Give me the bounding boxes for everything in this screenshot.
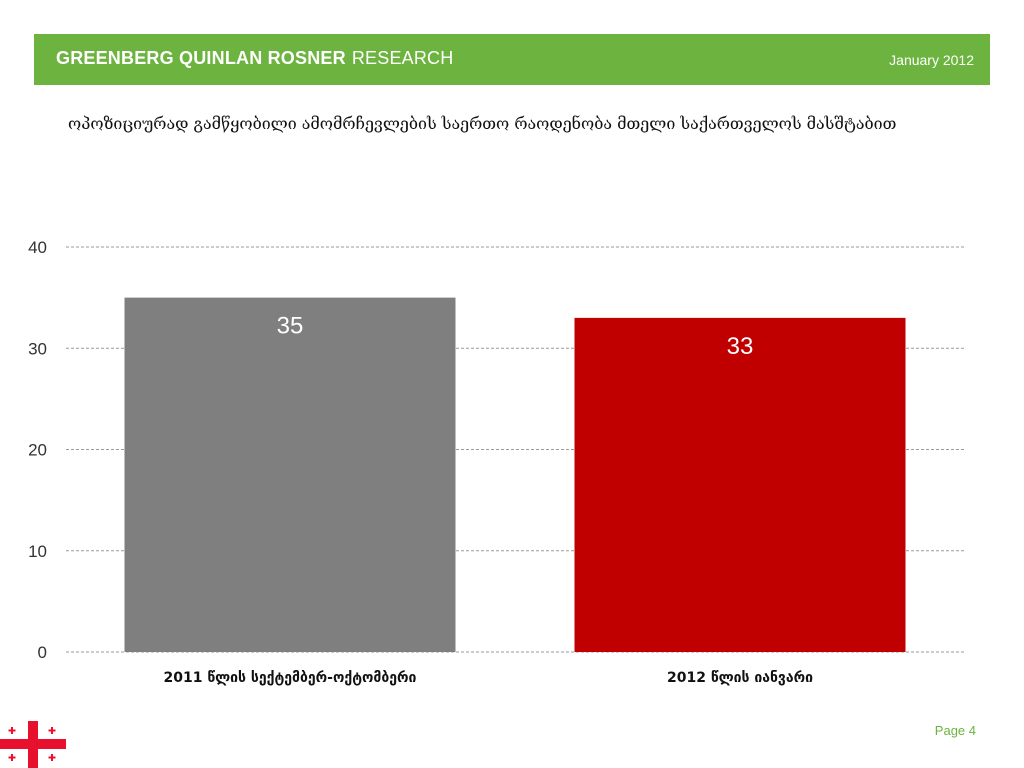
report-date: January 2012	[889, 52, 974, 68]
slide-title: ოპოზიციურად გამწყობილი ამომრჩევლების საე…	[68, 114, 897, 133]
georgian-flag-icon	[0, 721, 66, 768]
brand-logo: GREENBERG QUINLAN ROSNER RESEARCH	[56, 48, 453, 69]
brand-name: GREENBERG QUINLAN ROSNER	[56, 48, 346, 68]
bar	[124, 297, 456, 652]
x-tick-label: 2011 წლის სექტემბერ-ოქტომბერი	[164, 670, 417, 686]
y-tick-label: 0	[38, 643, 47, 662]
y-tick-label: 30	[28, 339, 47, 358]
data-label: 33	[727, 333, 754, 360]
brand-suffix: RESEARCH	[351, 48, 454, 68]
y-tick-label: 20	[28, 441, 47, 460]
bar	[574, 317, 906, 652]
header-bar: GREENBERG QUINLAN ROSNER RESEARCH January…	[34, 34, 990, 85]
y-tick-label: 10	[28, 542, 47, 561]
page-number: Page 4	[934, 723, 976, 738]
bar-chart: 0 10 20 30 40 35 2011 წლის სექტემბერ-ოქტომბერი…	[28, 238, 966, 686]
data-label: 35	[277, 313, 304, 340]
y-tick-label: 40	[28, 238, 47, 257]
x-tick-label: 2012 წლის იანვარი	[667, 670, 813, 686]
